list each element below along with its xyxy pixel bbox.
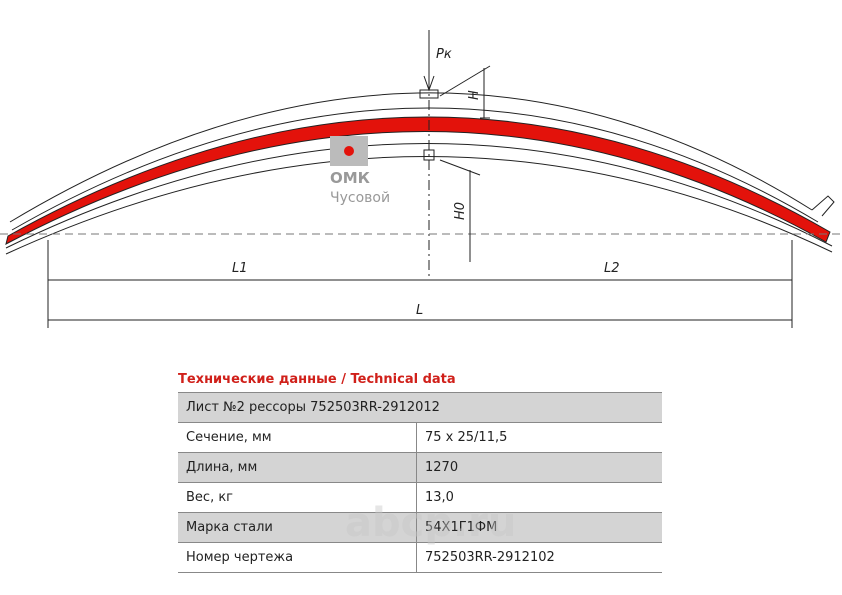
- cell: 752503RR-2912102: [416, 542, 662, 573]
- cell: 13,0: [416, 482, 662, 513]
- table-header: Лист №2 рессоры 752503RR-2912012: [178, 392, 662, 423]
- arrow-head: [423, 75, 435, 92]
- ext-line: [439, 159, 481, 176]
- leaf-top-edge-2: [11, 107, 819, 231]
- red-leaf: [5, 116, 831, 245]
- table-title: Технические данные / Technical data: [178, 372, 456, 387]
- load-label: Pк: [436, 47, 452, 62]
- spring-drawing: ОМК Чусовой Pк H H0 L1 L2 L: [0, 30, 842, 328]
- logo: ОМК Чусовой: [330, 136, 390, 206]
- l2-label: L2: [604, 261, 620, 276]
- cell: Номер чертежа: [178, 542, 417, 573]
- cell: 54Х1Г1ФМ: [416, 512, 662, 543]
- l1-label: L1: [232, 261, 248, 276]
- table: Лист №2 рессоры 752503RR-2912012 Сечение…: [178, 392, 662, 573]
- cell: Вес, кг: [178, 482, 417, 513]
- l-label: L: [416, 303, 423, 318]
- logo-dot: [344, 146, 354, 156]
- height-label: H: [467, 90, 482, 100]
- cell: 75 x 25/11,5: [416, 422, 662, 453]
- ext-line: [439, 65, 491, 97]
- leaf-lower: [5, 143, 833, 249]
- logo-brand: ОМК: [330, 169, 371, 187]
- watermark: abcp.ru: [345, 500, 517, 546]
- cell: 1270: [416, 452, 662, 483]
- hook: [811, 195, 835, 217]
- cell: Сечение, мм: [178, 422, 417, 453]
- cell: Длина, мм: [178, 452, 417, 483]
- spec-table: Технические данные / Technical data Лист…: [178, 368, 662, 573]
- free-height-label: H0: [453, 202, 468, 220]
- leaf-top-edge: [9, 92, 813, 223]
- cell: Марка стали: [178, 512, 417, 543]
- logo-city: Чусовой: [330, 190, 390, 206]
